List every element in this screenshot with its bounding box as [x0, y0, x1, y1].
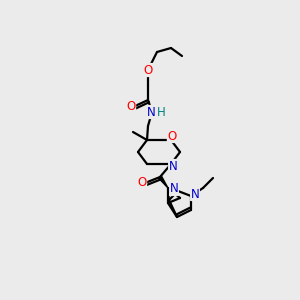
- Text: N: N: [169, 160, 177, 172]
- Text: O: O: [126, 100, 136, 112]
- Text: O: O: [143, 64, 153, 76]
- Text: N: N: [190, 188, 200, 200]
- Text: N: N: [147, 106, 155, 118]
- Text: O: O: [137, 176, 147, 188]
- Text: H: H: [157, 106, 165, 118]
- Polygon shape: [159, 176, 168, 188]
- Text: O: O: [167, 130, 177, 142]
- Text: N: N: [169, 182, 178, 196]
